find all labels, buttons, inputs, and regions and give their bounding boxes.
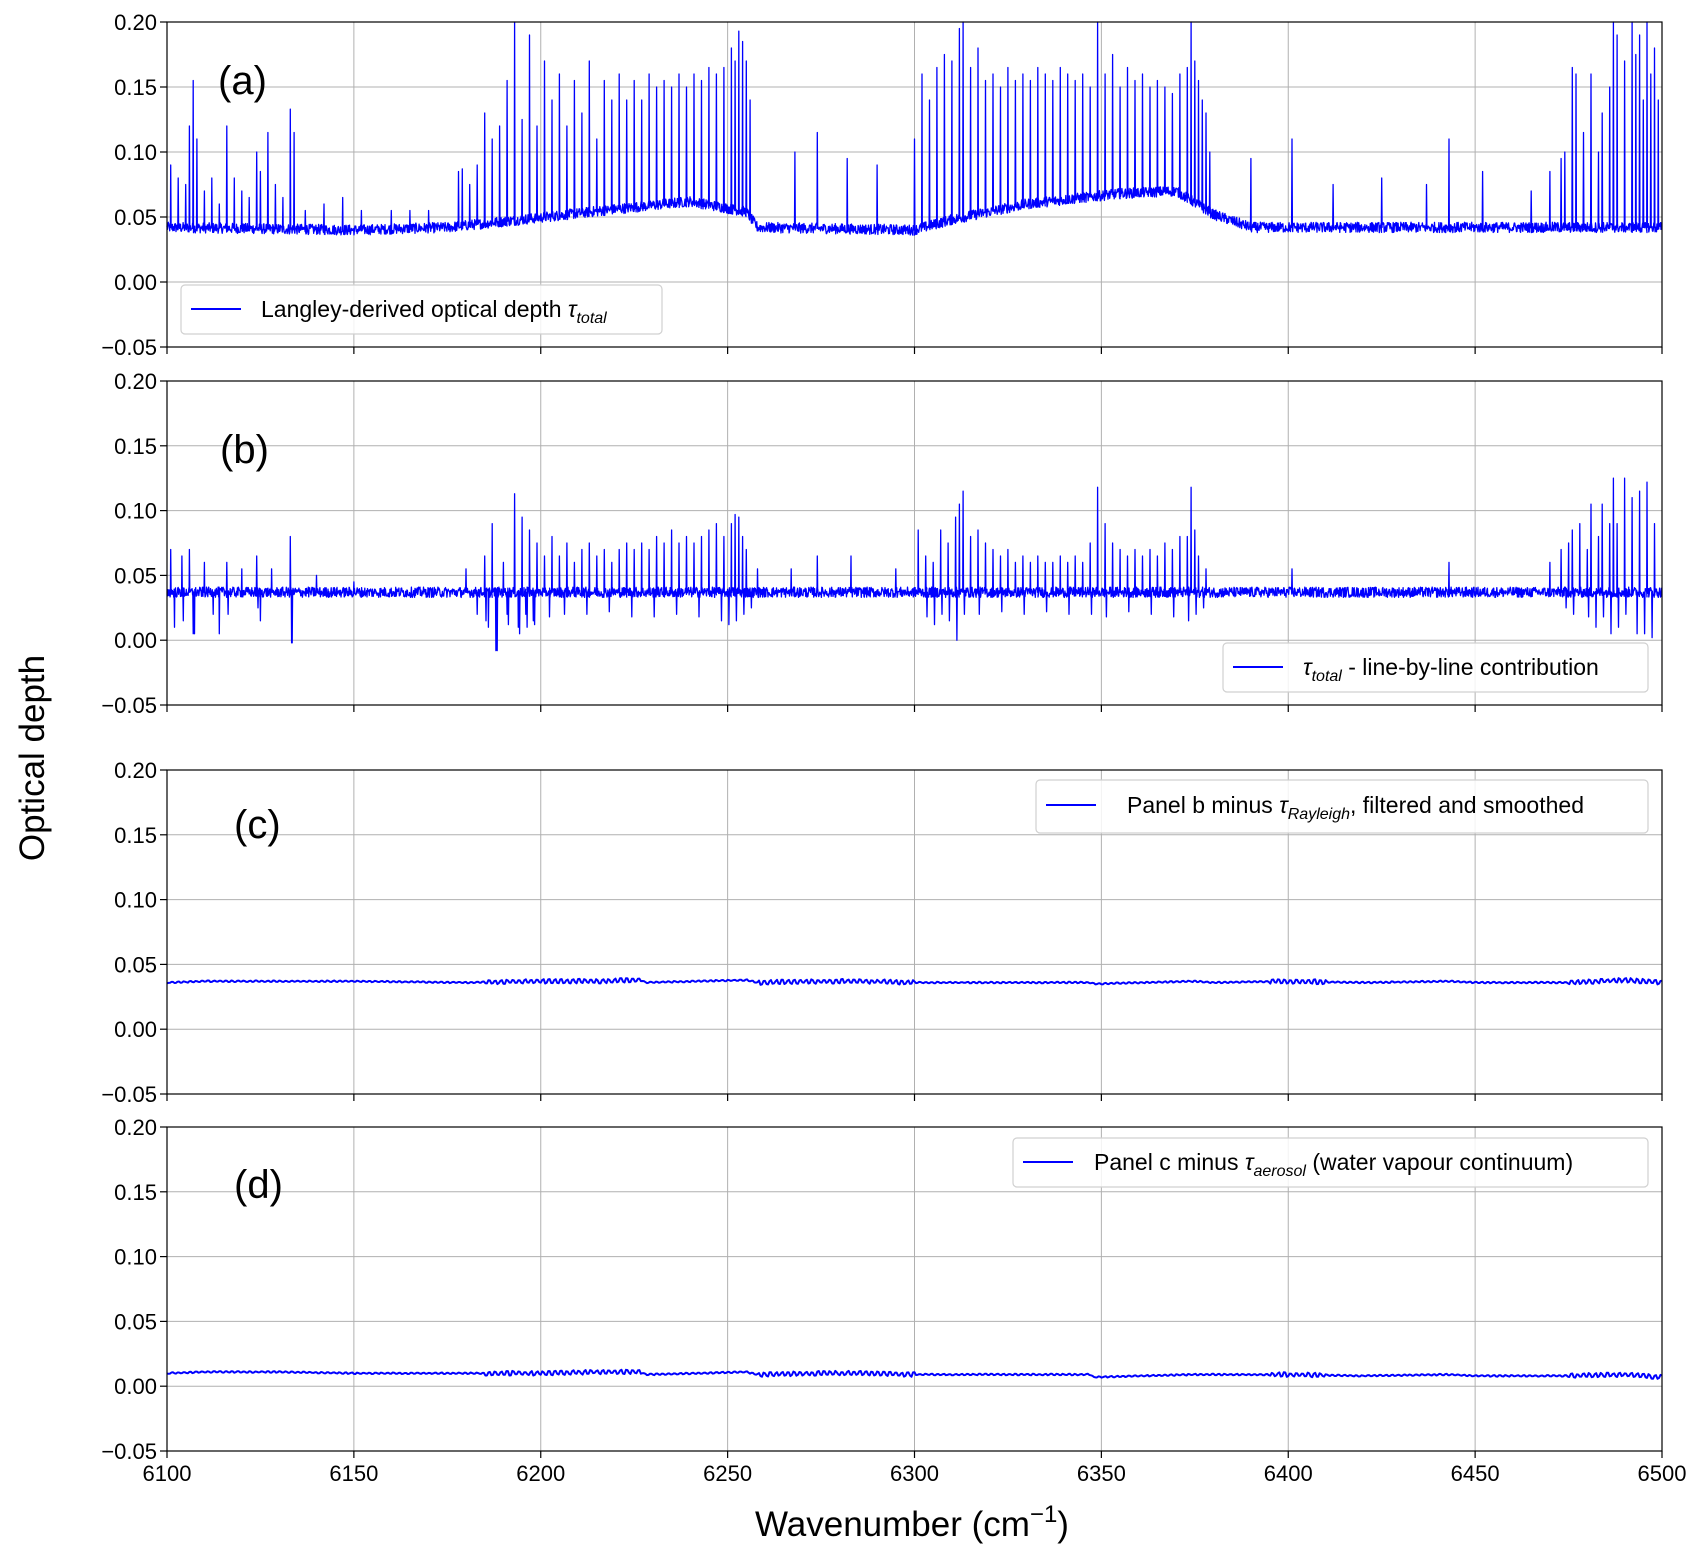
y-tick-label: 0.15 [114,75,157,100]
y-tick-label: 0.00 [114,628,157,653]
y-tick-label: 0.10 [114,499,157,524]
y-tick-label: 0.00 [114,1374,157,1399]
y-tick-label: 0.20 [114,369,157,394]
x-tick-label: 6300 [890,1461,939,1486]
legend-d-label: Panel c minus τaerosol (water vapour con… [1094,1149,1573,1180]
panel-c: −0.05 0.00 0.05 0.10 0.15 0.20 (c) [101,758,1663,1107]
legend-b-box [1222,642,1649,693]
x-tick-label: 6350 [1077,1461,1126,1486]
legend-b-label: τtotal - line-by-line contribution [1303,654,1599,685]
y-tick-label: 0.10 [114,140,157,165]
series-line [166,1368,1663,1380]
y-tick-label: 0.20 [114,758,157,783]
y-tick-label: 0.05 [114,563,157,588]
legend-a-label: Langley-derived optical depth τtotal [261,296,607,327]
legend-c-box [1035,779,1649,834]
legend-a: Langley-derived optical depth τtotal [180,284,663,335]
x-tick-label: 6500 [1638,1461,1687,1486]
panel-d: −0.05 0.00 0.05 0.10 0.15 0.20 6100 6150 6200 625… [101,1115,1686,1486]
x-tick-label: 6450 [1451,1461,1500,1486]
panel-tag: (d) [234,1163,283,1207]
y-tick-label: 0.20 [114,1115,157,1140]
y-tick-label: 0.05 [114,205,157,230]
y-tick-label: −0.05 [101,1082,157,1107]
x-tick-label: 6200 [516,1461,565,1486]
series-line [166,477,1663,652]
legend-b: τtotal - line-by-line contribution [1222,642,1649,693]
x-tick-label: 6400 [1264,1461,1313,1486]
y-tick-label: 0.20 [114,10,157,35]
x-tick-label: 6250 [703,1461,752,1486]
legend-c-label: Panel b minus τRayleigh, filtered and sm… [1127,792,1584,823]
panel-tag: (c) [234,803,281,847]
y-tick-label: 0.10 [114,888,157,913]
y-tick-label: 0.05 [114,1309,157,1334]
series-line [166,977,1663,986]
panel-a: −0.05 0.00 0.05 0.10 0.15 0.20 (a) [101,10,1663,360]
x-tick-label: 6100 [143,1461,192,1486]
y-tick-label: −0.05 [101,335,157,360]
x-axis-title-close: ) [1057,1505,1069,1544]
y-axis-title: Optical depth [13,655,52,861]
panel-tag: (b) [220,428,269,472]
y-tick-label: 0.15 [114,823,157,848]
panel-tag: (a) [218,59,267,103]
x-axis-title: Wavenumber (cm−1) [755,1501,1069,1544]
y-tick-label: 0.15 [114,434,157,459]
y-tick-label: −0.05 [101,1439,157,1464]
y-tick-label: 0.00 [114,1017,157,1042]
y-tick-label: 0.00 [114,270,157,295]
x-axis-title-sup: −1 [1030,1501,1057,1528]
y-tick-label: 0.05 [114,952,157,977]
y-tick-label: −0.05 [101,693,157,718]
y-tick-label: 0.10 [114,1245,157,1270]
legend-c: Panel b minus τRayleigh, filtered and sm… [1035,779,1649,834]
y-tick-label: 0.15 [114,1180,157,1205]
legend-a-box [180,284,663,335]
legend-d: Panel c minus τaerosol (water vapour con… [1012,1137,1649,1188]
series-line [166,21,1663,236]
x-tick-label: 6150 [329,1461,378,1486]
x-axis-title-main: Wavenumber (cm [755,1505,1030,1544]
legend-d-box [1012,1137,1649,1188]
panels: −0.05 0.00 0.05 0.10 0.15 0.20 (a) −0.05 0.00 0.0… [101,10,1686,1486]
